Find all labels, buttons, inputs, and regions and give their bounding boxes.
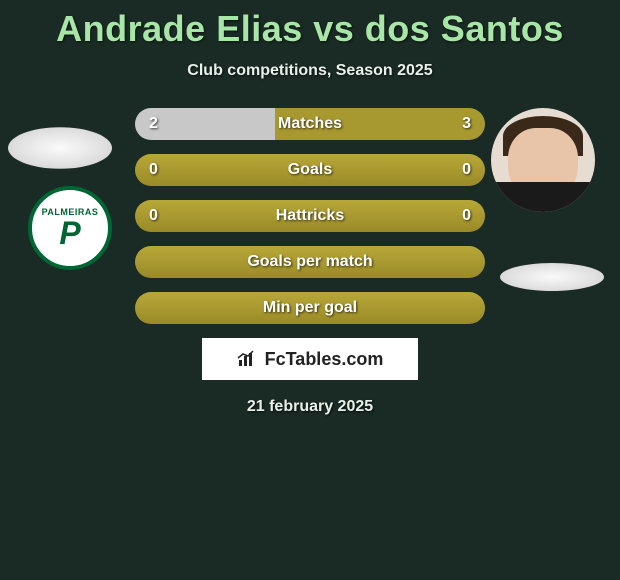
watermark: FcTables.com [202, 338, 418, 380]
stat-label: Hattricks [179, 207, 441, 225]
player-left-avatar [8, 127, 112, 169]
club-badge-letter: P [42, 217, 99, 249]
stat-row: 2Matches3 [135, 108, 485, 140]
stat-right-value: 0 [441, 161, 471, 179]
stat-left-value: 2 [149, 115, 179, 133]
stat-label: Goals per match [179, 253, 441, 271]
stat-left-value: 0 [149, 207, 179, 225]
player-right-avatar [491, 108, 595, 212]
stat-row: 0Goals0 [135, 154, 485, 186]
watermark-text: FcTables.com [265, 349, 384, 370]
stat-row: Min per goal [135, 292, 485, 324]
stat-label: Matches [179, 115, 441, 133]
stat-right-value: 3 [441, 115, 471, 133]
stat-left-value: 0 [149, 161, 179, 179]
club-badge-right-placeholder [500, 263, 604, 291]
avatar-jersey [491, 182, 595, 212]
subtitle: Club competitions, Season 2025 [0, 62, 620, 80]
stats-table: 2Matches30Goals00Hattricks0Goals per mat… [135, 108, 485, 324]
stat-label: Min per goal [179, 299, 441, 317]
date-line: 21 february 2025 [0, 398, 620, 416]
page-title: Andrade Elias vs dos Santos [0, 0, 620, 50]
stat-row: 0Hattricks0 [135, 200, 485, 232]
stat-right-value: 0 [441, 207, 471, 225]
watermark-chart-icon [237, 350, 259, 368]
stat-label: Goals [179, 161, 441, 179]
comparison-area: PALMEIRAS P 2Matches30Goals00Hattricks0G… [0, 108, 620, 416]
club-badge-left: PALMEIRAS P [28, 186, 112, 270]
stat-row: Goals per match [135, 246, 485, 278]
